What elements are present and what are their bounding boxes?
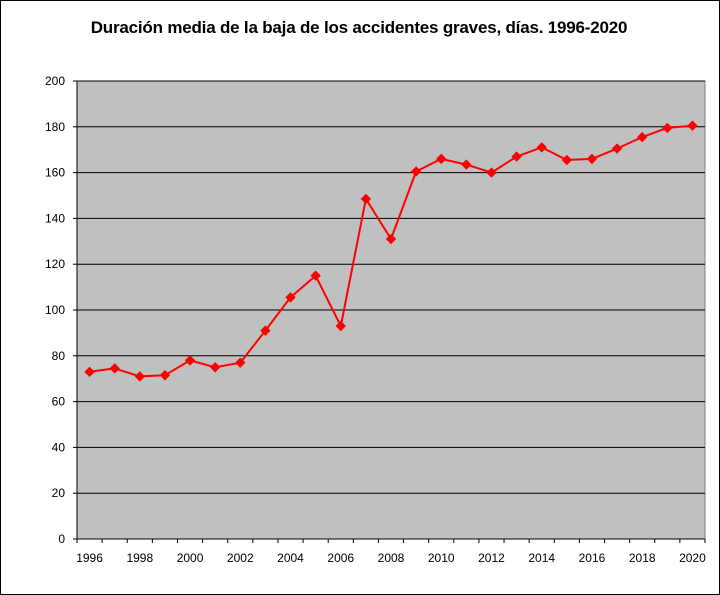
tick-labels: 0 20 40 60 80 100 120 140 160 180 200 1996 1998 2000 2… [45,74,706,565]
y-tick-label: 120 [45,257,65,271]
y-tick-label: 140 [45,211,65,225]
data-point [285,292,296,303]
x-tick-label: 2000 [177,551,204,565]
data-series [84,120,698,382]
data-point [611,143,623,154]
x-tick-label: 2018 [629,551,656,565]
x-tick-label: 1998 [126,551,153,565]
data-point [436,153,447,165]
data-point [636,131,648,143]
data-point [310,270,321,281]
y-tick-label: 160 [45,166,65,180]
x-tick-label: 2016 [579,551,606,565]
x-tick-label: 2004 [277,551,304,565]
data-point [209,362,221,373]
x-tick-label: 1996 [76,551,103,565]
x-tick-label: 2012 [478,551,505,565]
y-tick-label: 60 [52,395,66,409]
data-point [486,167,497,178]
y-tick-label: 20 [52,486,66,500]
data-point [586,153,598,165]
data-point [687,120,698,131]
data-point [235,357,246,368]
data-point [335,320,346,332]
data-point [461,159,472,170]
gridlines [76,80,706,540]
data-point [410,166,422,177]
x-tick-label: 2002 [227,551,254,565]
data-point [662,122,673,134]
data-point [84,366,95,378]
x-tick-label: 2006 [327,551,354,565]
x-tick-label: 2008 [378,551,405,565]
y-tick-label: 0 [58,532,65,546]
data-point [511,151,522,162]
y-tick-label: 80 [52,349,66,363]
data-point [260,325,271,336]
data-point [385,233,397,245]
axes [73,80,706,543]
data-point [134,371,146,382]
x-tick-label: 2014 [528,551,555,565]
data-point [536,142,547,153]
data-point [561,154,573,166]
y-tick-label: 180 [45,120,65,134]
x-tick-label: 2020 [679,551,706,565]
data-point [159,370,171,381]
data-point [360,193,372,205]
y-tick-label: 40 [52,440,66,454]
data-point [109,363,120,374]
data-point [184,355,196,366]
y-tick-label: 100 [45,303,65,317]
chart-title: Duración media de la baja de los acciden… [90,18,628,37]
x-tick-label: 2010 [428,551,455,565]
y-tick-label: 200 [45,74,65,88]
